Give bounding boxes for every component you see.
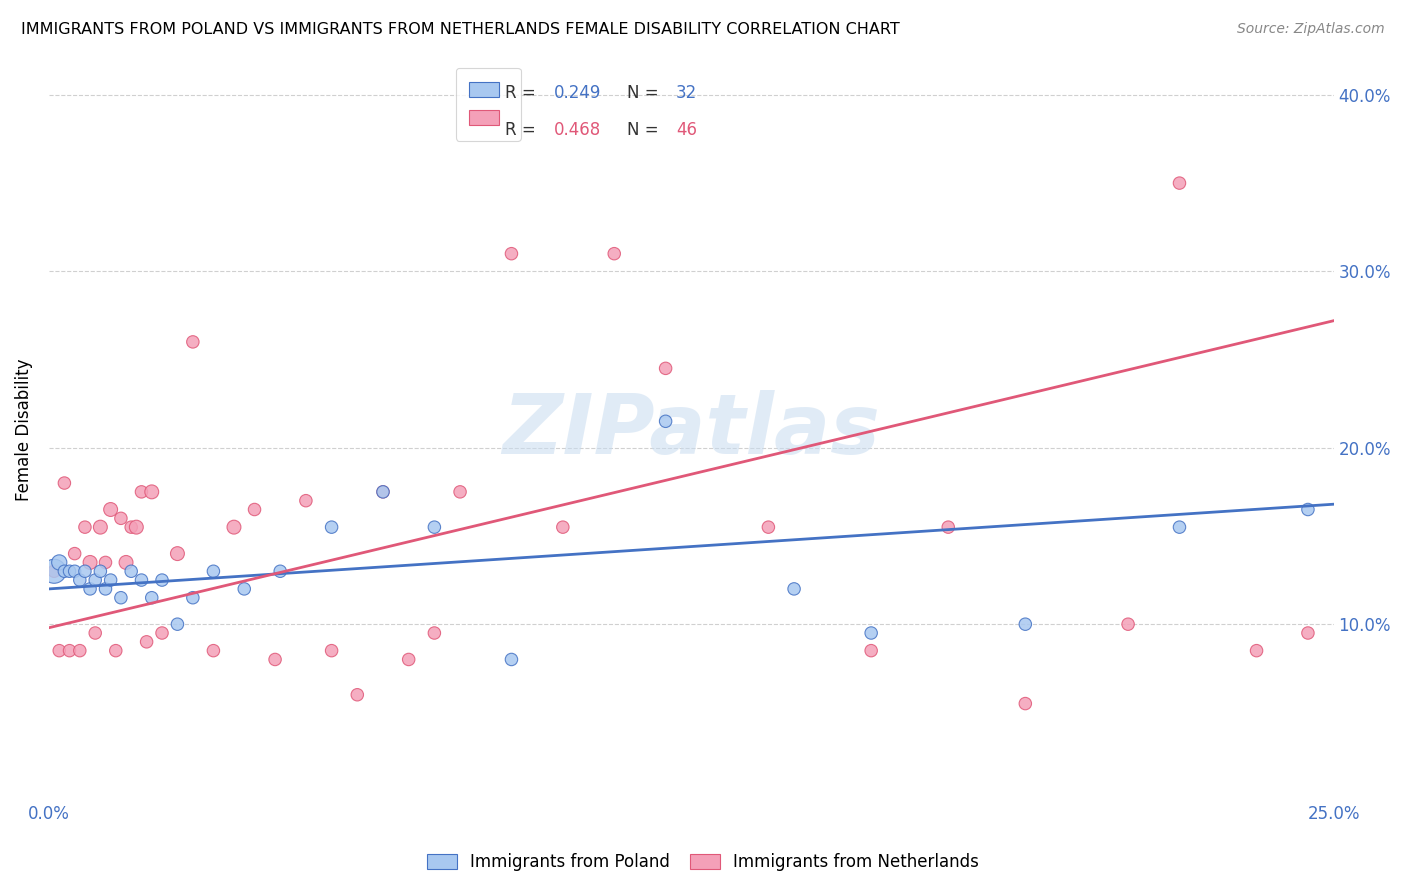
Point: [94, 556, 117, 570]
Point: [243, 502, 266, 516]
Point: [141, 591, 163, 605]
Point: [860, 643, 883, 657]
Legend: Immigrants from Poland, Immigrants from Netherlands: Immigrants from Poland, Immigrants from …: [419, 845, 987, 880]
Text: N =: N =: [627, 84, 664, 102]
Point: [501, 652, 523, 666]
Point: [1296, 626, 1319, 640]
Point: [1296, 502, 1319, 516]
Text: N =: N =: [627, 121, 664, 139]
Point: [371, 484, 394, 499]
Point: [115, 556, 138, 570]
Point: [202, 643, 225, 657]
Point: [131, 484, 153, 499]
Point: [48, 556, 70, 570]
Point: [1246, 643, 1268, 657]
Point: [150, 626, 173, 640]
Point: [1014, 617, 1036, 632]
Point: [654, 361, 676, 376]
Text: ZIPatlas: ZIPatlas: [502, 390, 880, 471]
Point: [150, 573, 173, 587]
Point: [84, 573, 107, 587]
Text: 0.249: 0.249: [554, 84, 602, 102]
Point: [295, 493, 318, 508]
Point: [73, 520, 96, 534]
Text: 32: 32: [676, 84, 697, 102]
Point: [758, 520, 780, 534]
Point: [53, 564, 76, 578]
Point: [120, 564, 142, 578]
Point: [84, 626, 107, 640]
Point: [94, 582, 117, 596]
Text: 0.468: 0.468: [554, 121, 602, 139]
Point: [100, 502, 122, 516]
Point: [1116, 617, 1139, 632]
Point: [654, 414, 676, 428]
Point: [63, 547, 86, 561]
Point: [58, 643, 80, 657]
Point: [48, 643, 70, 657]
Text: 46: 46: [676, 121, 697, 139]
Point: [603, 246, 626, 260]
Point: [63, 564, 86, 578]
Text: R =: R =: [505, 121, 541, 139]
Point: [202, 564, 225, 578]
Point: [783, 582, 806, 596]
Point: [264, 652, 287, 666]
Point: [79, 556, 101, 570]
Point: [58, 564, 80, 578]
Point: [120, 520, 142, 534]
Y-axis label: Female Disability: Female Disability: [15, 359, 32, 501]
Point: [321, 643, 343, 657]
Point: [222, 520, 245, 534]
Text: IMMIGRANTS FROM POLAND VS IMMIGRANTS FROM NETHERLANDS FEMALE DISABILITY CORRELAT: IMMIGRANTS FROM POLAND VS IMMIGRANTS FRO…: [21, 22, 900, 37]
Point: [53, 476, 76, 491]
Point: [181, 591, 204, 605]
Point: [89, 520, 111, 534]
Point: [551, 520, 574, 534]
Point: [346, 688, 368, 702]
Point: [100, 573, 122, 587]
Point: [110, 591, 132, 605]
Point: [42, 564, 65, 578]
Point: [166, 617, 188, 632]
Point: [1168, 520, 1191, 534]
Point: [449, 484, 471, 499]
Point: [423, 520, 446, 534]
Point: [69, 573, 91, 587]
Point: [860, 626, 883, 640]
Point: [371, 484, 394, 499]
Point: [321, 520, 343, 534]
Point: [73, 564, 96, 578]
Point: [1014, 697, 1036, 711]
Point: [125, 520, 148, 534]
Point: [166, 547, 188, 561]
Point: [398, 652, 420, 666]
Point: [181, 334, 204, 349]
Text: R =: R =: [505, 84, 541, 102]
Point: [104, 643, 127, 657]
Point: [89, 564, 111, 578]
Point: [423, 626, 446, 640]
Text: Source: ZipAtlas.com: Source: ZipAtlas.com: [1237, 22, 1385, 37]
Point: [110, 511, 132, 525]
Point: [135, 635, 157, 649]
Point: [131, 573, 153, 587]
Point: [936, 520, 959, 534]
Point: [269, 564, 291, 578]
Point: [69, 643, 91, 657]
Legend: , : ,: [456, 68, 520, 141]
Point: [79, 582, 101, 596]
Point: [501, 246, 523, 260]
Point: [233, 582, 256, 596]
Point: [42, 564, 65, 578]
Point: [141, 484, 163, 499]
Point: [1168, 176, 1191, 190]
